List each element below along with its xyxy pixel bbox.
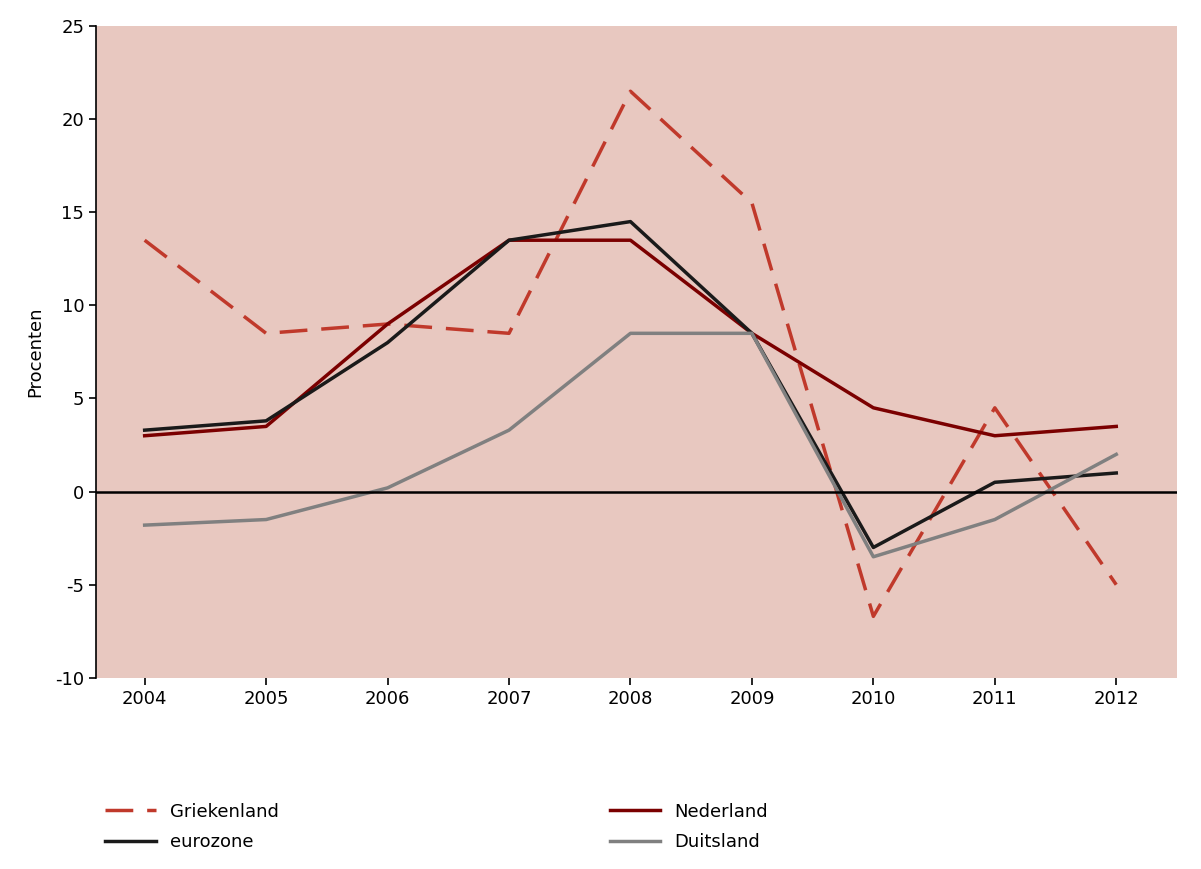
Legend: Griekenland, eurozone: Griekenland, eurozone [106, 803, 279, 852]
Legend: Nederland, Duitsland: Nederland, Duitsland [610, 803, 769, 852]
Y-axis label: Procenten: Procenten [26, 307, 44, 397]
